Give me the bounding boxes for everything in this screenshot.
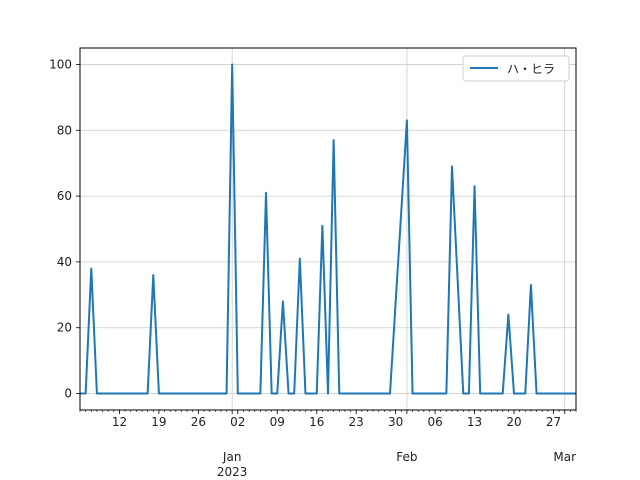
legend: ハ・ヒラ <box>462 55 570 82</box>
y-tick-label: 0 <box>64 387 72 401</box>
x-month-label: Jan <box>222 450 242 464</box>
x-tick-label: 09 <box>270 415 285 429</box>
x-tick-label: 19 <box>151 415 166 429</box>
x-tick-label: 27 <box>546 415 561 429</box>
x-tick-label: 12 <box>112 415 127 429</box>
x-tick-label: 20 <box>506 415 521 429</box>
x-month-label: Mar <box>553 450 576 464</box>
y-tick-label: 80 <box>57 123 72 137</box>
x-month-label: Feb <box>396 450 417 464</box>
x-tick-label: 06 <box>427 415 442 429</box>
x-tick-label: 13 <box>467 415 482 429</box>
x-year-label: 2023 <box>217 465 248 479</box>
x-tick-label: 30 <box>388 415 403 429</box>
y-tick-label: 60 <box>57 189 72 203</box>
x-tick-label: 26 <box>191 415 206 429</box>
x-tick-label: 23 <box>349 415 364 429</box>
x-tick-label: 16 <box>309 415 324 429</box>
series-line <box>80 63 576 395</box>
legend-box <box>462 55 570 82</box>
y-tick-label: 100 <box>49 57 72 71</box>
legend-label: ハ・ヒラ <box>507 62 555 76</box>
series-layer <box>80 63 576 395</box>
y-tick-label: 20 <box>57 321 72 335</box>
x-tick-label: 02 <box>230 415 245 429</box>
y-tick-label: 40 <box>57 255 72 269</box>
